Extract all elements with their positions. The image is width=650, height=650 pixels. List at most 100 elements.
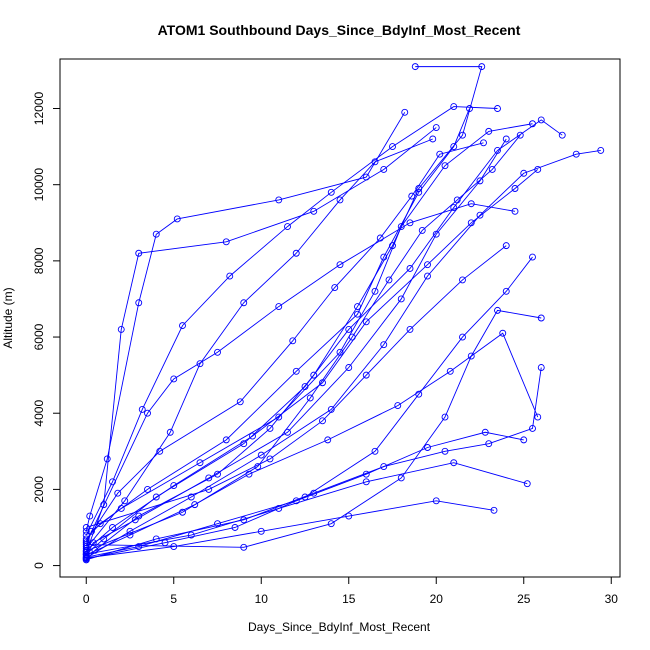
data-point — [275, 196, 283, 204]
data-point — [135, 299, 143, 307]
data-point — [82, 551, 90, 559]
series-line — [85, 138, 507, 557]
data-point — [537, 116, 545, 124]
data-point — [480, 139, 487, 147]
series-line — [85, 106, 498, 536]
data-point — [502, 287, 510, 295]
data-point — [144, 409, 151, 417]
data-point — [466, 105, 473, 112]
data-point — [306, 394, 314, 402]
data-point — [380, 253, 388, 261]
series-9 — [82, 124, 440, 556]
data-point — [266, 425, 274, 432]
data-point — [205, 474, 213, 482]
data-point — [450, 143, 458, 151]
x-tick-label: 15 — [342, 592, 356, 606]
series-20 — [82, 139, 487, 545]
data-point — [520, 169, 528, 177]
data-point — [499, 329, 507, 337]
data-point — [406, 325, 414, 333]
data-point — [336, 261, 344, 269]
data-point — [362, 470, 370, 478]
series-14 — [82, 253, 536, 563]
data-point — [336, 196, 344, 204]
data-point — [126, 527, 134, 535]
data-point — [450, 204, 458, 211]
series-line — [86, 134, 521, 552]
data-point — [245, 470, 253, 478]
data-point — [187, 531, 195, 539]
data-point — [152, 493, 160, 501]
data-point — [103, 455, 111, 463]
series-line — [85, 203, 516, 543]
data-point — [257, 451, 265, 459]
data-point — [488, 166, 496, 173]
series-17 — [82, 306, 545, 551]
series-line — [86, 431, 524, 558]
data-point — [494, 306, 501, 314]
y-tick-label: 8000 — [32, 247, 46, 274]
data-point — [406, 219, 414, 227]
data-point — [432, 497, 440, 505]
x-tick-label: 30 — [605, 592, 619, 606]
data-point — [446, 367, 454, 375]
series-line — [85, 108, 470, 540]
data-point — [411, 63, 419, 71]
data-point — [179, 322, 186, 330]
data-point — [82, 544, 90, 552]
data-point — [109, 478, 116, 486]
series-7 — [82, 135, 510, 560]
data-point — [485, 440, 493, 448]
data-point — [511, 207, 519, 215]
data-point — [537, 364, 545, 371]
series-line — [86, 462, 528, 555]
data-point — [292, 249, 300, 257]
series-11 — [82, 364, 545, 564]
series-line — [86, 309, 542, 548]
series-3 — [82, 120, 536, 550]
series-line — [85, 142, 484, 542]
data-point — [173, 215, 181, 223]
data-point — [401, 108, 409, 116]
data-point — [324, 436, 332, 444]
series-line — [85, 123, 533, 547]
data-point — [380, 341, 388, 349]
data-point — [82, 524, 90, 531]
data-point — [275, 413, 283, 421]
data-point — [214, 348, 221, 356]
data-point — [371, 447, 379, 455]
series-2 — [82, 116, 566, 558]
plot-marks — [82, 63, 605, 564]
y-tick-label: 12000 — [32, 92, 46, 126]
data-point — [520, 436, 528, 444]
series-22 — [82, 329, 542, 559]
data-point — [284, 223, 291, 231]
data-point — [476, 177, 484, 185]
data-point — [453, 196, 461, 204]
data-point — [502, 242, 510, 250]
data-point — [397, 474, 405, 482]
data-point — [467, 219, 475, 227]
series-8 — [82, 108, 409, 535]
data-point — [144, 485, 151, 493]
data-point — [436, 150, 444, 158]
data-point — [82, 541, 90, 549]
series-4 — [82, 146, 605, 562]
data-point — [166, 428, 174, 436]
data-point — [131, 516, 139, 524]
data-point — [354, 303, 361, 311]
data-point — [394, 402, 402, 410]
data-point — [236, 398, 244, 406]
series-line — [85, 112, 406, 532]
series-line — [86, 332, 539, 556]
data-point — [511, 185, 519, 192]
data-point — [424, 272, 431, 280]
series-18 — [82, 242, 510, 531]
series-16 — [82, 103, 501, 539]
data-point — [292, 367, 300, 375]
data-point — [597, 146, 605, 154]
data-point — [432, 230, 440, 238]
data-point — [529, 425, 536, 432]
data-point — [170, 482, 178, 490]
series-19 — [82, 428, 528, 561]
